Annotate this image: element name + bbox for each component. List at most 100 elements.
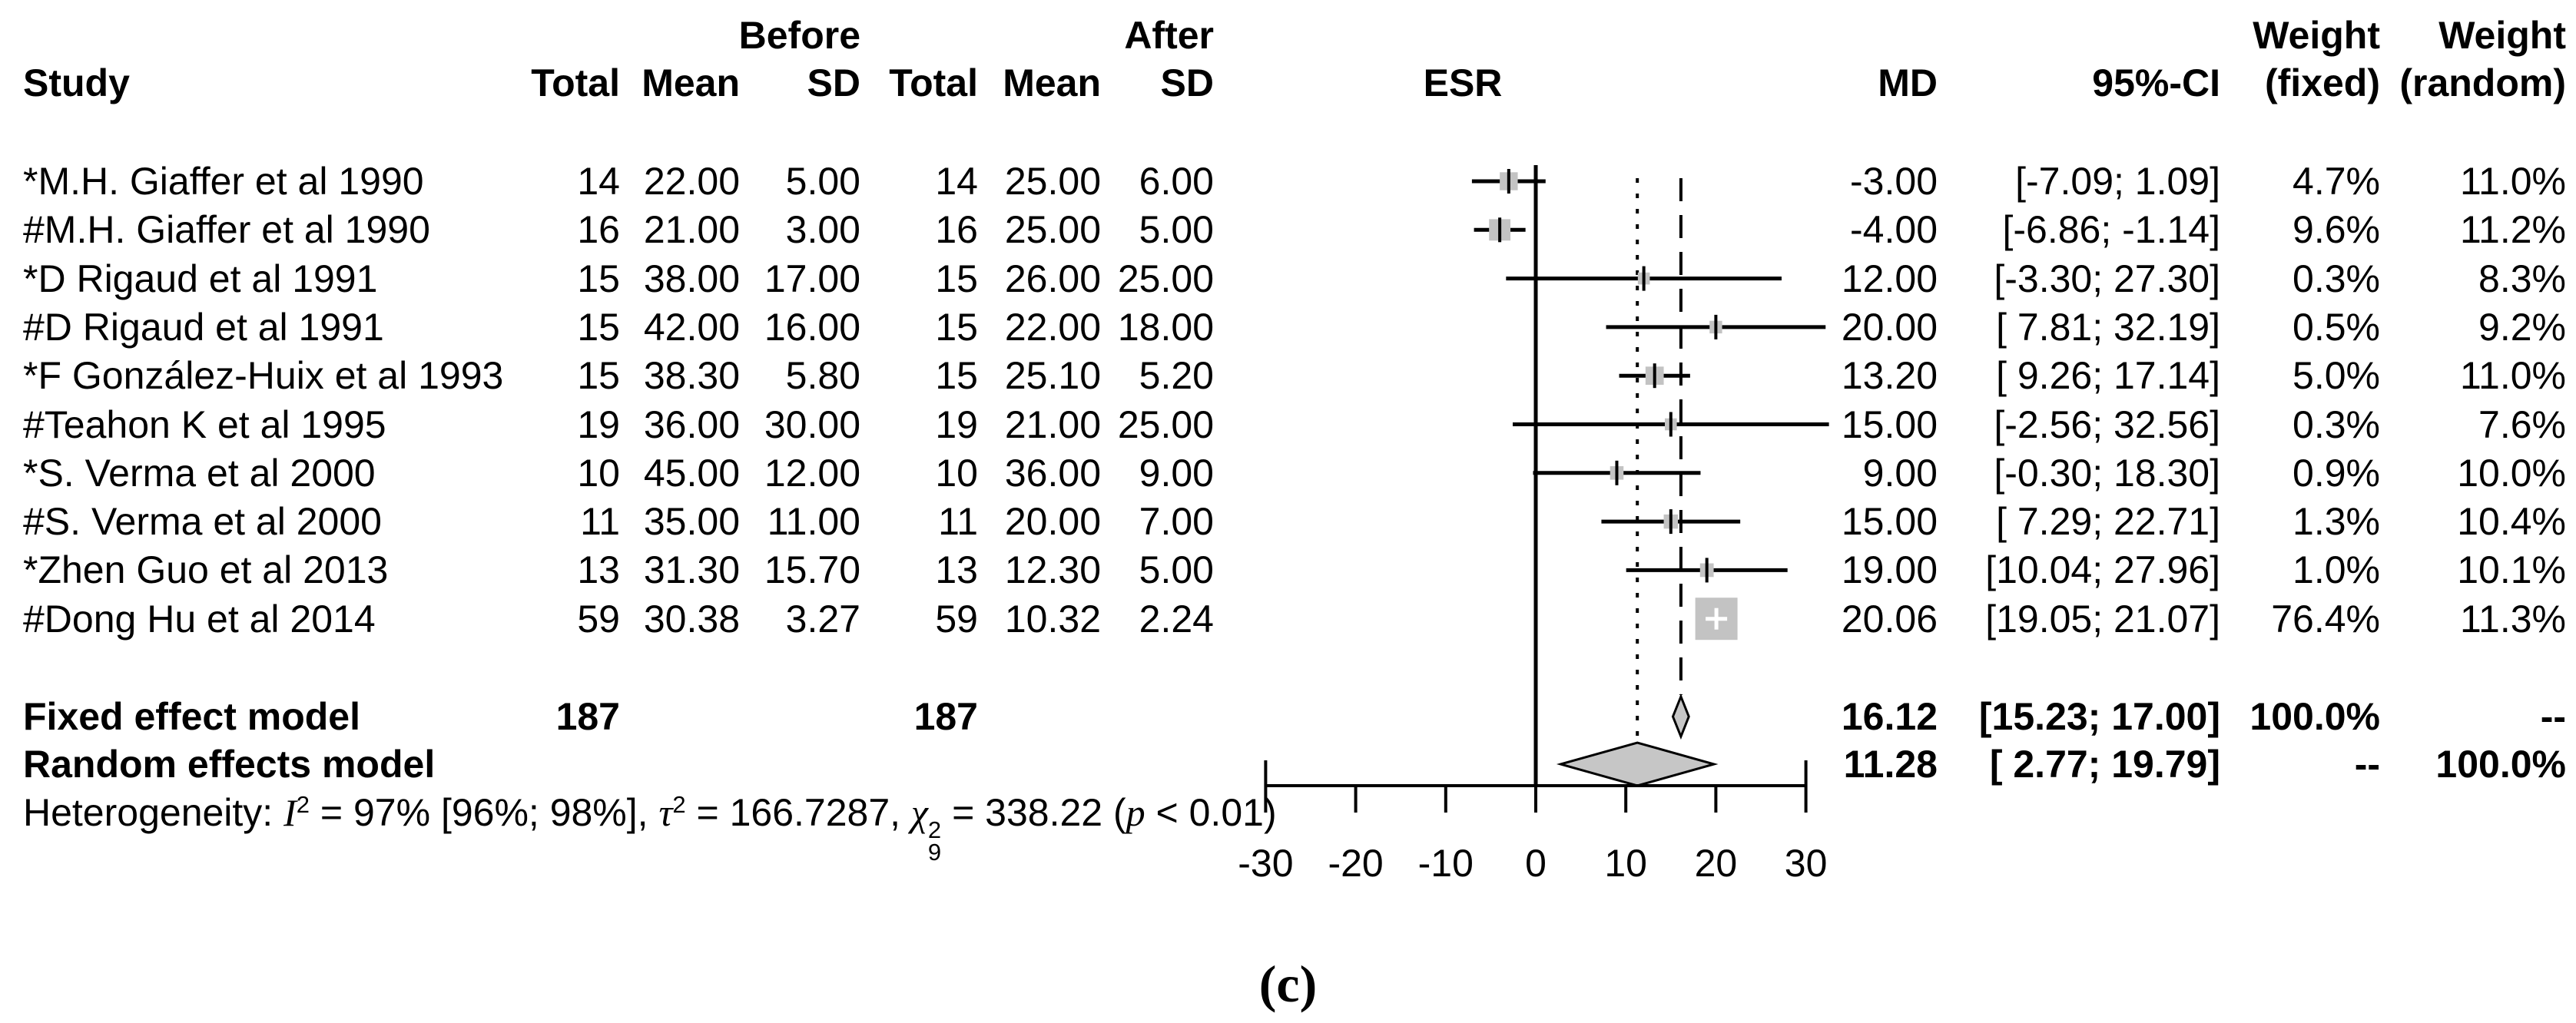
- ci-value: [ 7.29; 22.71]: [1996, 500, 2220, 544]
- x-axis-tick-label: -20: [1328, 842, 1383, 885]
- total-after-value: 14: [935, 160, 978, 203]
- weight-fixed-value: 5.0%: [2293, 354, 2380, 398]
- x-axis-tick-label: 0: [1525, 842, 1547, 885]
- ci-value: [-0.30; 18.30]: [1994, 451, 2220, 495]
- total-after-value: 15: [935, 257, 978, 300]
- sd-before-value: 16.00: [764, 305, 860, 349]
- total-after-value: 13: [935, 548, 978, 592]
- md-value: 20.06: [1841, 597, 1938, 641]
- total-after-value: 15: [935, 354, 978, 398]
- md-value: 11.28: [1843, 743, 1938, 786]
- column-header-weight-random-top: Weight: [2438, 14, 2566, 57]
- column-header-study: Study: [23, 61, 130, 104]
- study-name: *M.H. Giaffer et al 1990: [23, 160, 424, 203]
- column-header-sd-after: SD: [1160, 61, 1214, 104]
- total-before-value: 19: [577, 402, 620, 446]
- weight-random-value: 11.2%: [2459, 208, 2566, 252]
- weight-fixed-value: 0.3%: [2293, 402, 2380, 446]
- sd-after-value: 25.00: [1117, 402, 1214, 446]
- md-value: -3.00: [1850, 160, 1938, 203]
- total-after-value: 16: [935, 208, 978, 252]
- sd-after-value: 7.00: [1139, 500, 1214, 544]
- weight-fixed-value: 9.6%: [2293, 208, 2380, 252]
- mean-before-value: 38.30: [643, 354, 740, 398]
- x-axis-tick-label: 20: [1695, 842, 1738, 885]
- mean-after-value: 21.00: [1004, 402, 1101, 446]
- sd-after-value: 18.00: [1117, 305, 1214, 349]
- fixed-effect-model-label: Fixed effect model: [23, 695, 360, 738]
- weight-random-value: 9.2%: [2478, 305, 2566, 349]
- mean-before-value: 42.00: [643, 305, 740, 349]
- weight-fixed-value: 1.3%: [2293, 500, 2380, 544]
- math-script: 2: [672, 790, 686, 818]
- study-row: *F González-Huix et al 1993 15 38.30 5.80 15…: [0, 351, 2576, 400]
- total-before-value: 59: [577, 597, 620, 641]
- math-symbol: χ: [910, 791, 928, 834]
- math-symbol: p: [1126, 791, 1145, 834]
- study-name: *F González-Huix et al 1993: [23, 354, 504, 398]
- x-axis-tick-label: -10: [1418, 842, 1474, 885]
- sd-before-value: 30.00: [764, 402, 860, 446]
- sd-before-value: 5.80: [785, 354, 860, 398]
- study-name: *Zhen Guo et al 2013: [23, 548, 389, 592]
- column-header-ci: 95%-CI: [2092, 61, 2220, 104]
- weight-fixed-value: --: [2354, 743, 2380, 786]
- sd-before-value: 15.70: [764, 548, 860, 592]
- column-header-md: MD: [1878, 61, 1938, 104]
- total-before-value: 15: [577, 354, 620, 398]
- md-value: 20.00: [1841, 305, 1938, 349]
- weight-random-value: 8.3%: [2478, 257, 2566, 300]
- column-header-total-after: Total: [889, 61, 978, 104]
- total-before-value: 15: [577, 257, 620, 300]
- math-symbol: I: [283, 791, 297, 834]
- md-value: -4.00: [1850, 208, 1938, 252]
- column-header-total-before: Total: [531, 61, 620, 104]
- mean-after-value: 25.00: [1004, 208, 1101, 252]
- figure-caption: (c): [1258, 955, 1318, 1013]
- heterogeneity-segment: = 166.7287,: [685, 791, 911, 834]
- ci-value: [-6.86; -1.14]: [2002, 208, 2221, 252]
- mean-before-value: 21.00: [643, 208, 740, 252]
- weight-random-value: 11.0%: [2459, 160, 2566, 203]
- total-after-value: 15: [935, 305, 978, 349]
- column-header-mean-before: Mean: [642, 61, 740, 104]
- column-group-before: Before: [738, 14, 860, 57]
- mean-before-value: 38.00: [643, 257, 740, 300]
- md-value: 16.12: [1841, 695, 1938, 738]
- mean-before-value: 31.30: [643, 548, 740, 592]
- md-value: 19.00: [1841, 548, 1938, 592]
- column-header-sd-before: SD: [807, 61, 860, 104]
- weight-fixed-value: 4.7%: [2293, 160, 2380, 203]
- mean-after-value: 25.10: [1004, 354, 1101, 398]
- header-row-columns: Study Total Mean SD Total Mean SD ESR MD…: [0, 58, 2576, 108]
- mean-after-value: 36.00: [1004, 451, 1101, 495]
- weight-random-value: 11.3%: [2459, 597, 2566, 641]
- weight-random-value: 7.6%: [2478, 402, 2566, 446]
- ci-value: [ 9.26; 17.14]: [1996, 354, 2220, 398]
- heterogeneity-segment: Heterogeneity:: [23, 791, 284, 834]
- math-symbol: τ: [658, 791, 673, 834]
- sd-before-value: 3.00: [785, 208, 860, 252]
- study-name: #Teahon K et al 1995: [23, 402, 386, 446]
- heterogeneity-segment: = 338.22 (: [941, 791, 1126, 834]
- mean-before-value: 22.00: [643, 160, 740, 203]
- math-script: 2: [296, 790, 310, 818]
- heterogeneity-text: Heterogeneity: I2 = 97% [96%; 98%], τ2 =…: [23, 788, 1277, 864]
- weight-random-value: 10.0%: [2457, 451, 2566, 495]
- ci-value: [-7.09; 1.09]: [2015, 160, 2220, 203]
- weight-random-value: 11.0%: [2459, 354, 2566, 398]
- x-axis-tick-label: -30: [1238, 842, 1293, 885]
- weight-fixed-value: 100.0%: [2249, 695, 2380, 738]
- study-row: #M.H. Giaffer et al 1990 16 21.00 3.00 16 25.…: [0, 205, 2576, 254]
- weight-fixed-value: 76.4%: [2271, 597, 2380, 641]
- total-after-value: 59: [935, 597, 978, 641]
- mean-before-value: 30.38: [643, 597, 740, 641]
- mean-after-value: 10.32: [1004, 597, 1101, 641]
- ci-value: [-2.56; 32.56]: [1994, 402, 2220, 446]
- column-header-weight-fixed: (fixed): [2265, 61, 2380, 104]
- mean-after-value: 12.30: [1004, 548, 1101, 592]
- md-value: 15.00: [1841, 402, 1938, 446]
- total-before-value: 15: [577, 305, 620, 349]
